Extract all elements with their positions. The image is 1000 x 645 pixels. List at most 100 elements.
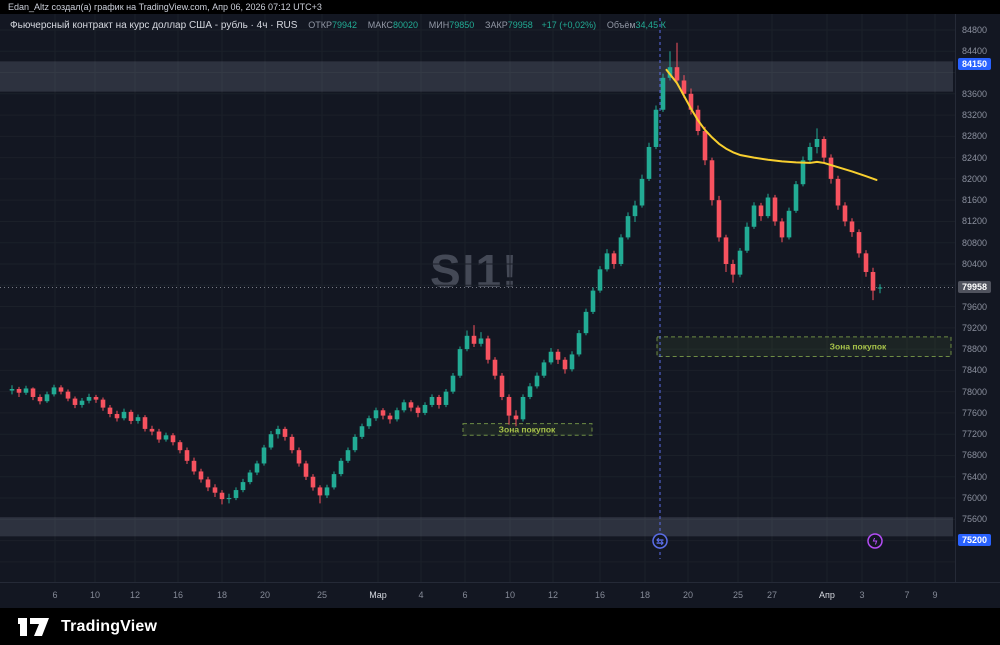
candle <box>121 411 127 419</box>
candle <box>380 410 386 416</box>
symbol-description[interactable]: Фьючерсный контракт на курс доллар США -… <box>10 20 298 31</box>
time-scale[interactable]: 6 10 12 16 18 20 25 Мар 4 6 10 12 16 18 20 25 27 Апр 3 7 9 <box>0 582 1000 608</box>
timeline-marker[interactable]: ⇆ <box>652 533 668 549</box>
candle <box>436 396 442 405</box>
candle <box>226 498 232 500</box>
candle <box>296 450 302 464</box>
candle <box>93 396 99 400</box>
candle <box>415 407 421 413</box>
high-label: МАКС <box>367 20 393 30</box>
candle <box>646 146 652 179</box>
price-tick-label: 82800 <box>962 131 988 142</box>
low-value: 79850 <box>449 20 475 30</box>
candle <box>128 411 134 421</box>
close-value: 79958 <box>507 20 533 30</box>
candle <box>408 402 414 408</box>
candle <box>282 428 288 437</box>
buy-zone[interactable]: Зона покупок <box>462 423 593 436</box>
chart-pane[interactable]: SI1! Зона покупок Зона покупок ⇆ ϟ Фьючерсн… <box>0 14 955 582</box>
candle <box>387 415 393 420</box>
price-tick-label: 80800 <box>962 237 988 248</box>
time-tick-label: 7 <box>904 590 910 600</box>
buy-zone[interactable]: Зона покупок <box>656 336 952 358</box>
candle <box>709 160 715 201</box>
candle <box>702 131 708 161</box>
high-value: 80020 <box>392 20 418 30</box>
time-tick-label: 3 <box>859 590 865 600</box>
candle <box>149 428 155 432</box>
candle <box>345 450 351 461</box>
candle <box>758 205 764 217</box>
price-tick-label: 78000 <box>962 386 988 397</box>
candle <box>366 418 372 427</box>
price-tick-label: 84800 <box>962 24 988 35</box>
candle <box>779 221 785 238</box>
candle <box>198 471 204 480</box>
ma-line[interactable] <box>665 68 878 181</box>
candle <box>730 264 736 275</box>
price-tick-label: 79200 <box>962 322 988 333</box>
price-tick-label: 81600 <box>962 195 988 206</box>
time-tick-label: 9 <box>932 590 938 600</box>
candle <box>240 482 246 491</box>
candle <box>107 407 113 414</box>
candle <box>247 472 253 483</box>
time-tick-label: 20 <box>682 590 693 600</box>
candle <box>576 333 582 355</box>
candle <box>751 205 757 227</box>
candle <box>142 417 148 429</box>
candle <box>527 386 533 397</box>
time-tick-label: 16 <box>172 590 183 600</box>
candle <box>597 269 603 291</box>
candle <box>184 450 190 461</box>
candle <box>716 200 722 238</box>
candle <box>541 362 547 376</box>
time-tick-label: Апр <box>819 590 835 600</box>
candle <box>492 359 498 376</box>
time-tick-label: 25 <box>316 590 327 600</box>
price-tick-label: 80400 <box>962 259 988 269</box>
time-tick-label: Мар <box>369 590 387 600</box>
time-tick-label: 27 <box>766 590 777 600</box>
candle <box>205 479 211 488</box>
candle <box>303 463 309 477</box>
candle <box>548 351 554 363</box>
gray-band[interactable] <box>0 517 953 537</box>
candle <box>289 436 295 451</box>
candle <box>674 67 680 81</box>
tradingview-logo-icon[interactable] <box>16 614 52 640</box>
candle <box>58 387 64 392</box>
candle <box>562 359 568 370</box>
candles <box>9 42 883 505</box>
candle <box>268 434 274 448</box>
alert-marker[interactable]: ϟ <box>867 533 883 549</box>
candle <box>723 237 729 264</box>
candle <box>212 487 218 493</box>
gray-band[interactable] <box>0 61 953 92</box>
candle <box>870 271 876 291</box>
candle <box>807 146 813 161</box>
price-tick-label: 76800 <box>962 450 988 461</box>
buy-zone-label: Зона покупок <box>830 342 887 352</box>
candle <box>667 67 673 78</box>
price-tick-label: 75600 <box>962 514 988 525</box>
time-tick-label: 10 <box>504 590 515 600</box>
candle <box>793 184 799 211</box>
last-price-badge: 79958 <box>958 280 992 293</box>
candle <box>450 375 456 392</box>
price-scale[interactable]: 84800 84400 83600 83200 82800 82400 82000 81600… <box>955 14 1000 582</box>
candle <box>688 93 694 110</box>
candle <box>856 232 862 254</box>
candle <box>114 414 120 419</box>
time-tick-label: 18 <box>216 590 227 600</box>
candle <box>429 396 435 405</box>
candle <box>814 139 820 147</box>
candle <box>394 410 400 420</box>
open-label: ОТКР <box>308 20 332 30</box>
candle <box>51 387 57 395</box>
candle <box>618 237 624 264</box>
tradingview-wordmark[interactable]: TradingView <box>61 617 158 635</box>
price-tick-label: 83600 <box>962 88 988 99</box>
chart-canvas[interactable]: Зона покупок Зона покупок ⇆ ϟ <box>0 14 955 582</box>
candle <box>65 391 71 399</box>
